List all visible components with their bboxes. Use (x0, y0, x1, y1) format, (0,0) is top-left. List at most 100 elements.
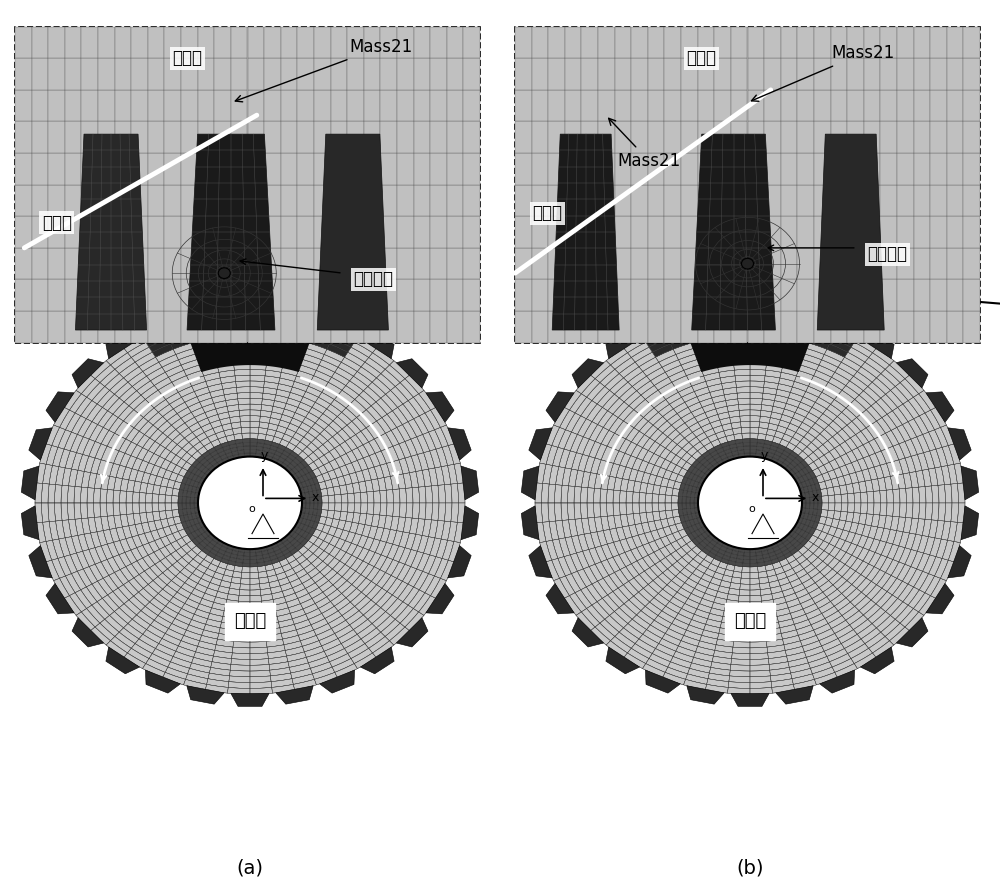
Polygon shape (393, 546, 405, 562)
Bar (181, 90, 198, 121)
Polygon shape (736, 619, 750, 625)
Polygon shape (666, 534, 676, 544)
Polygon shape (432, 503, 439, 521)
Polygon shape (334, 528, 343, 538)
Polygon shape (46, 560, 60, 580)
Polygon shape (141, 385, 158, 400)
Polygon shape (195, 413, 207, 423)
Polygon shape (686, 497, 690, 503)
Polygon shape (681, 583, 694, 594)
Polygon shape (575, 397, 592, 416)
Bar (581, 247, 598, 279)
Polygon shape (122, 467, 132, 480)
Polygon shape (327, 510, 335, 519)
Polygon shape (819, 634, 838, 646)
Polygon shape (392, 408, 408, 425)
Bar (447, 153, 463, 185)
Polygon shape (187, 302, 224, 320)
Polygon shape (796, 455, 804, 462)
Bar (797, 58, 814, 90)
Polygon shape (290, 387, 306, 397)
Polygon shape (726, 548, 733, 554)
Bar (515, 27, 532, 58)
Polygon shape (649, 338, 670, 352)
Polygon shape (318, 481, 327, 490)
Polygon shape (365, 480, 373, 492)
Bar (947, 311, 963, 343)
Polygon shape (649, 653, 670, 668)
Bar (963, 27, 980, 58)
Polygon shape (377, 572, 391, 588)
Polygon shape (616, 527, 626, 540)
Polygon shape (641, 606, 658, 620)
Polygon shape (250, 642, 267, 648)
Polygon shape (764, 617, 778, 624)
Polygon shape (165, 495, 172, 503)
Polygon shape (380, 528, 390, 542)
Bar (430, 279, 447, 311)
Polygon shape (230, 670, 250, 676)
Polygon shape (176, 547, 187, 557)
Polygon shape (704, 624, 720, 634)
Bar (281, 27, 297, 58)
Polygon shape (305, 480, 311, 486)
Polygon shape (207, 543, 215, 549)
Polygon shape (313, 449, 324, 458)
Polygon shape (731, 422, 741, 429)
Polygon shape (279, 439, 289, 448)
Polygon shape (448, 465, 457, 484)
Polygon shape (738, 453, 745, 457)
Polygon shape (654, 400, 669, 412)
Polygon shape (141, 522, 151, 533)
Polygon shape (750, 376, 765, 382)
Polygon shape (142, 664, 165, 677)
Polygon shape (238, 552, 244, 556)
Polygon shape (633, 481, 641, 492)
Bar (65, 247, 81, 279)
Polygon shape (107, 542, 119, 557)
Polygon shape (558, 430, 571, 449)
Polygon shape (597, 460, 607, 475)
Polygon shape (881, 542, 893, 557)
Polygon shape (708, 613, 723, 622)
Polygon shape (929, 430, 942, 449)
Polygon shape (694, 651, 713, 662)
Bar (664, 311, 681, 343)
Polygon shape (660, 459, 671, 470)
Polygon shape (303, 550, 313, 559)
Polygon shape (936, 448, 948, 466)
Polygon shape (298, 546, 308, 554)
Polygon shape (265, 627, 281, 635)
Polygon shape (587, 383, 605, 400)
Bar (797, 184, 814, 216)
Polygon shape (686, 503, 690, 509)
Polygon shape (240, 584, 250, 590)
Polygon shape (787, 573, 799, 583)
Bar (648, 90, 664, 121)
Polygon shape (271, 319, 293, 327)
Bar (198, 216, 214, 247)
Bar (15, 90, 32, 121)
Polygon shape (832, 659, 854, 672)
Polygon shape (387, 411, 402, 427)
Bar (131, 153, 148, 185)
Polygon shape (386, 391, 403, 408)
Bar (914, 90, 930, 121)
Polygon shape (873, 490, 881, 503)
Polygon shape (338, 362, 357, 376)
Polygon shape (846, 588, 861, 602)
Polygon shape (312, 668, 335, 679)
Polygon shape (197, 392, 212, 402)
Polygon shape (371, 570, 386, 585)
Polygon shape (803, 514, 809, 520)
Polygon shape (224, 605, 238, 612)
Bar (430, 153, 447, 185)
Polygon shape (629, 414, 643, 428)
Polygon shape (318, 602, 334, 613)
Polygon shape (126, 564, 139, 578)
Polygon shape (606, 348, 627, 365)
Bar (797, 121, 814, 153)
Text: 切向力: 切向力 (734, 612, 766, 630)
Polygon shape (287, 344, 306, 354)
Polygon shape (719, 627, 735, 635)
